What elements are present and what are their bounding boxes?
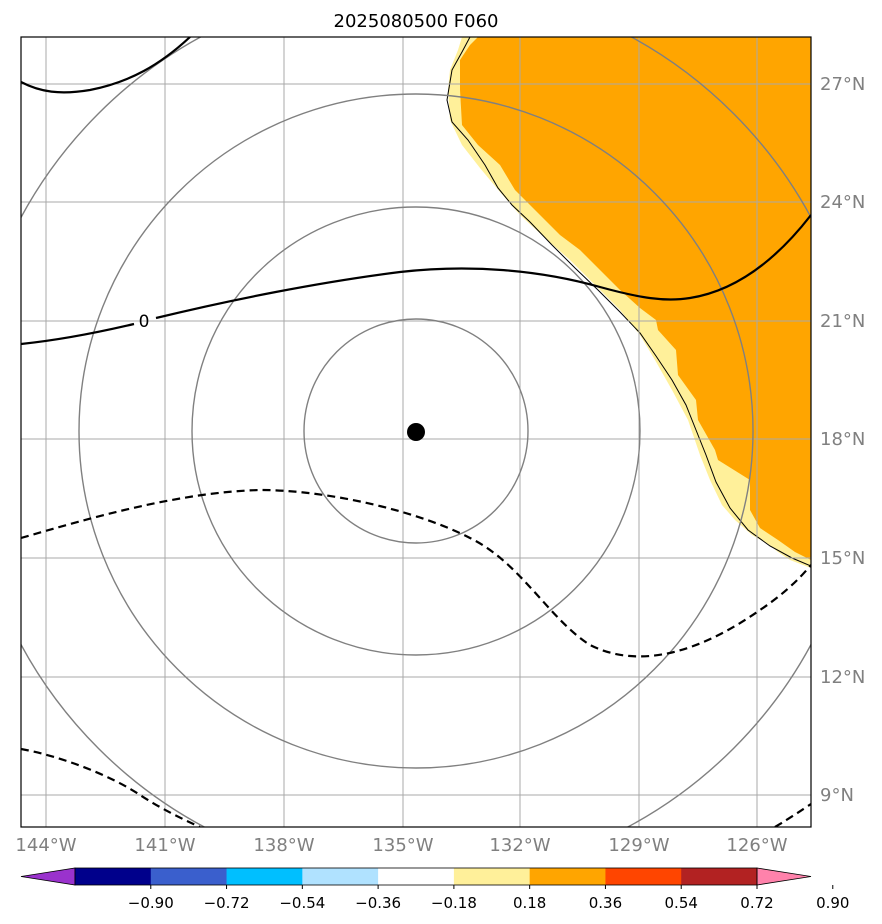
graticule [21, 37, 811, 827]
range-ring-3 [78, 93, 754, 769]
colorbar: −0.90 −0.72 −0.54 −0.36 −0.18 0.18 0.36 0.54 0.7… [20, 867, 849, 912]
lon-label: 141°W [134, 835, 195, 856]
colorbar-swatch [605, 868, 682, 885]
lat-label: 24°N [820, 192, 865, 213]
zero-contour [21, 214, 811, 346]
colorbar-extend-low [20, 867, 76, 886]
dashed-contour-lower-right [774, 803, 811, 827]
map-border [20, 36, 812, 828]
colorbar-tick-label: 0.36 [589, 894, 622, 912]
longitude-labels: 144°W 141°W 138°W 135°W 132°W 129°W 126°… [15, 835, 787, 856]
colorbar-tick-label: 0.72 [740, 894, 773, 912]
colorbar-tick-label: −0.72 [204, 894, 250, 912]
colorbar-tick-label: 0.18 [513, 894, 546, 912]
colorbar-tick-label: −0.54 [279, 894, 325, 912]
range-ring-1 [303, 318, 529, 544]
colorbar-swatch [226, 868, 303, 885]
lon-label: 132°W [489, 835, 550, 856]
lon-label: 144°W [15, 835, 76, 856]
lon-label: 129°W [608, 835, 669, 856]
lon-label: 135°W [372, 835, 433, 856]
figure-title: 2025080500 F060 [334, 11, 499, 32]
lat-label: 12°N [820, 667, 865, 688]
contour-label-zero: 0 [139, 312, 150, 332]
upper-left-contour [21, 37, 191, 94]
colorbar-tick-label: −0.90 [128, 894, 174, 912]
colorbar-swatch [150, 868, 228, 885]
colorbar-swatch [302, 868, 379, 885]
range-rings [21, 37, 811, 827]
colorbar-tick-label: −0.36 [355, 894, 401, 912]
colorbar-tick-label: 0.90 [816, 894, 849, 912]
colorbar-swatch [378, 868, 455, 885]
lon-label: 126°W [726, 835, 787, 856]
colorbar-swatch [75, 868, 152, 885]
dashed-contours [21, 488, 811, 827]
colorbar-swatch [681, 868, 758, 885]
map-panel: 0 [21, 37, 811, 827]
coastline [446, 37, 811, 567]
latitude-labels: 27°N 24°N 21°N 18°N 15°N 12°N 9°N [820, 74, 865, 806]
colorbar-swatch [529, 868, 606, 885]
solid-contours [21, 37, 811, 346]
colorbar-outline [74, 867, 758, 886]
colorbar-extend-high [756, 867, 812, 886]
dashed-contour-lower-left [21, 747, 201, 827]
colorbar-swatch [453, 868, 531, 885]
positive-fill-core [460, 37, 811, 560]
lat-label: 21°N [820, 311, 865, 332]
colorbar-tick-label: −0.18 [431, 894, 477, 912]
lat-label: 18°N [820, 429, 865, 450]
lat-label: 9°N [820, 785, 854, 806]
range-ring-2 [191, 206, 641, 656]
lat-label: 15°N [820, 548, 865, 569]
storm-center-dot [407, 423, 425, 441]
colorbar-tick-label: 0.54 [665, 894, 698, 912]
lon-label: 138°W [253, 835, 314, 856]
lat-label: 27°N [820, 74, 865, 95]
